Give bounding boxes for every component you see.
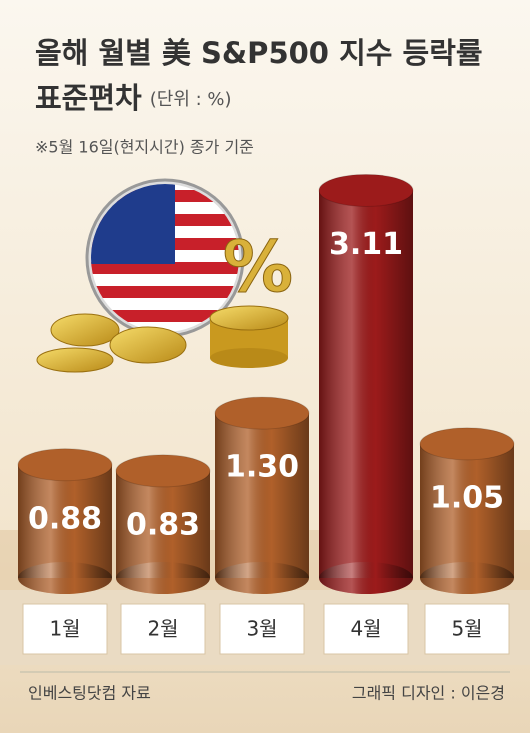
- x-tick-label: 5월: [451, 617, 482, 641]
- category-box: [219, 603, 305, 655]
- chart-title: 표준편차 (단위 : %): [35, 81, 232, 115]
- value-label: 1.30: [225, 450, 299, 485]
- value-label: 0.88: [28, 501, 102, 536]
- bar-top: [419, 427, 515, 461]
- value-label: 0.83: [126, 507, 200, 542]
- x-tick-label: 2월: [147, 617, 178, 641]
- bar-shade: [215, 413, 309, 578]
- value-label: 1.05: [430, 480, 504, 515]
- svg-text:%: %: [223, 226, 293, 308]
- x-tick-label: 3월: [246, 617, 277, 641]
- bar-shade: [18, 464, 112, 578]
- bar-top: [214, 396, 310, 430]
- category-box: [323, 603, 409, 655]
- bar-top: [17, 448, 113, 482]
- x-tick-label: 4월: [350, 617, 381, 641]
- category-box: [120, 603, 206, 655]
- illustration: %: [36, 178, 294, 373]
- category-box: [424, 603, 510, 655]
- source: 인베스팅닷컴 자료: [28, 684, 151, 703]
- category-box: [22, 603, 108, 655]
- chart-title-line: 표준편차: [35, 81, 142, 115]
- bar-shade: [116, 470, 210, 578]
- bar-shade: [420, 443, 514, 578]
- x-tick-label: 1월: [49, 617, 80, 641]
- note: ※5월 16일(현지시간) 종가 기준: [35, 138, 254, 157]
- bar-top: [115, 454, 211, 488]
- chart-title: 올해 월별 美 S&P500 지수 등락률: [35, 36, 483, 70]
- bar-shade: [319, 190, 413, 578]
- credit: 그래픽 디자인 : 이은경: [352, 684, 505, 703]
- value-label: 3.11: [329, 227, 403, 262]
- bar-top: [318, 173, 414, 207]
- unit: (단위 : %): [150, 89, 232, 110]
